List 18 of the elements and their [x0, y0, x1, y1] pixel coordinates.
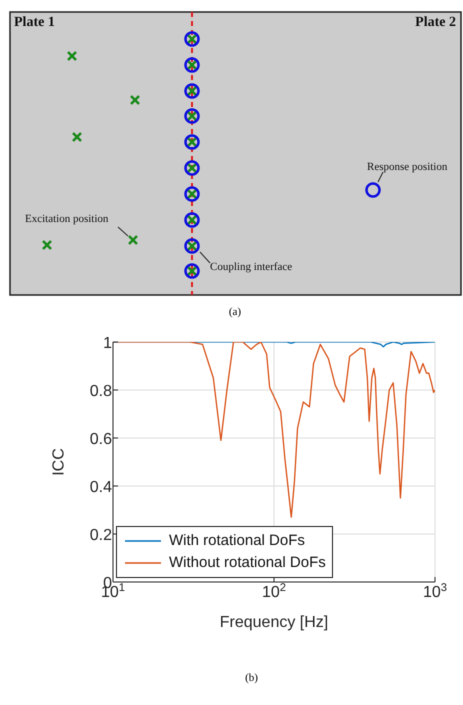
text: Excitation position — [25, 213, 109, 225]
text: (a) — [228, 306, 242, 318]
x-tick-label: 10$^{2}$ — [262, 582, 286, 601]
y-tick-label: 0.2 — [90, 527, 112, 544]
text: Plate 2 — [415, 15, 456, 30]
y-tick-label: 0.6 — [90, 431, 112, 448]
text: Coupling interface — [210, 261, 292, 273]
text: Plate 1 — [14, 15, 55, 30]
x-axis-title: Frequency [Hz] — [220, 614, 328, 631]
y-tick-label: 1 — [103, 335, 112, 352]
text: (b) — [244, 672, 259, 684]
legend-label: Without rotational DoFs — [169, 553, 326, 573]
y-tick-label: 0.8 — [90, 383, 112, 400]
y-axis-title: ICC — [50, 448, 68, 476]
x-tick-label: 10$^{3}$ — [422, 582, 448, 601]
legend-label: With rotational DoFs — [169, 531, 305, 551]
text: Response position — [367, 161, 448, 173]
y-tick-label: 0.4 — [90, 479, 112, 496]
